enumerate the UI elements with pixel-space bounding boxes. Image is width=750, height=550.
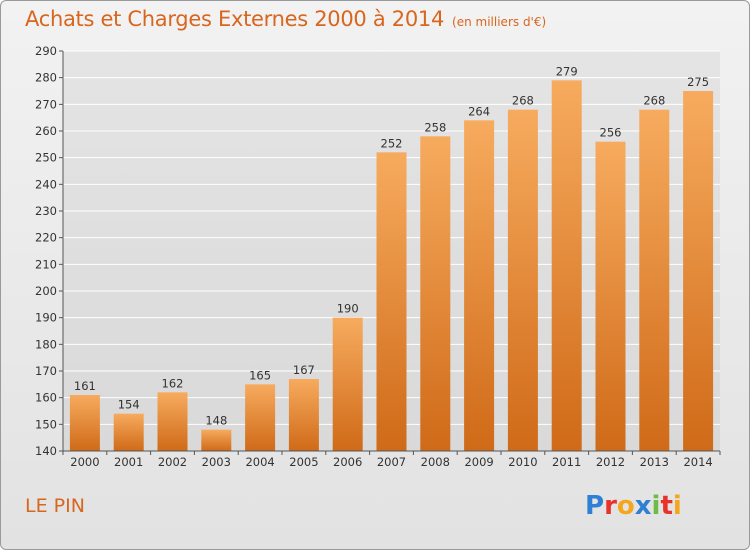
- x-tick-label: 2013: [640, 455, 669, 469]
- data-label: 161: [74, 379, 96, 393]
- y-tick-label: 170: [35, 364, 57, 378]
- axes: [62, 51, 720, 452]
- logo-letter: r: [604, 491, 617, 521]
- data-labels: 161 154 162 148 165 167 190 252 258 264 268 279 256 2…: [74, 64, 709, 427]
- x-tick-label: 2012: [596, 455, 625, 469]
- x-tick-label: 2009: [464, 455, 493, 469]
- y-tick-label: 160: [35, 391, 57, 405]
- y-tick-label: 250: [35, 151, 57, 165]
- y-tick-label: 260: [35, 124, 57, 138]
- data-label: 154: [118, 398, 140, 412]
- bar: [595, 141, 626, 451]
- data-label: 268: [643, 94, 665, 108]
- data-label: 275: [687, 75, 709, 89]
- bar: [551, 80, 582, 451]
- logo-letter: i: [672, 491, 682, 521]
- y-tick-labels: 140 150 160 170 180 190 200 210 220 230 240 250 260 2…: [35, 44, 57, 458]
- y-tick-label: 210: [35, 257, 57, 271]
- logo-letter: P: [585, 491, 605, 521]
- x-tick-label: 2010: [508, 455, 537, 469]
- x-tick-label: 2003: [202, 455, 231, 469]
- y-tick-label: 200: [35, 284, 57, 298]
- bar: [507, 109, 538, 452]
- chart-subtitle: (en milliers d'€): [452, 15, 547, 29]
- bar: [376, 152, 407, 452]
- data-label: 190: [337, 302, 359, 316]
- x-tick-label: 2000: [70, 455, 99, 469]
- bar: [288, 379, 319, 451]
- logo-letter: i: [651, 491, 661, 521]
- bar: [420, 136, 451, 452]
- bar: [69, 395, 100, 451]
- data-label: 252: [381, 136, 403, 150]
- data-label: 148: [205, 414, 227, 428]
- y-tick-label: 280: [35, 71, 57, 85]
- y-tick-label: 270: [35, 97, 57, 111]
- bar: [245, 384, 276, 451]
- y-tick-label: 140: [35, 444, 57, 458]
- bar: [201, 429, 232, 451]
- bar: [113, 413, 144, 451]
- bars: [69, 80, 714, 452]
- x-tick-label: 2014: [683, 455, 712, 469]
- x-tick-labels: 2000 2001 2002 2003 2004 2005 2006 2007 2008 2009…: [62, 451, 721, 469]
- data-label: 162: [162, 376, 184, 390]
- data-label: 165: [249, 368, 271, 382]
- bar: [464, 120, 495, 451]
- bar: [332, 317, 363, 451]
- x-tick-label: 2004: [245, 455, 274, 469]
- x-tick-label: 2006: [333, 455, 362, 469]
- data-label: 268: [512, 94, 534, 108]
- x-tick-label: 2001: [114, 455, 143, 469]
- logo-letter: x: [634, 491, 652, 521]
- data-label: 279: [556, 64, 578, 78]
- data-label: 167: [293, 363, 315, 377]
- x-tick-label: 2005: [289, 455, 318, 469]
- data-label: 256: [600, 126, 622, 140]
- y-tick-label: 180: [35, 337, 57, 351]
- logo-letter: t: [660, 491, 673, 521]
- chart-title: Achats et Charges Externes 2000 à 2014 (e…: [25, 7, 546, 31]
- bar: [157, 392, 188, 451]
- proxiti-logo: Proxiti: [585, 491, 682, 521]
- y-tick-label: 190: [35, 311, 57, 325]
- place-name: LE PIN: [25, 495, 85, 517]
- bar: [639, 109, 670, 452]
- y-tick-label: 230: [35, 204, 57, 218]
- x-tick-label: 2007: [377, 455, 406, 469]
- data-label: 264: [468, 104, 490, 118]
- y-tick-label: 290: [35, 44, 57, 58]
- x-tick-label: 2011: [552, 455, 581, 469]
- data-label: 258: [424, 120, 446, 134]
- y-tick-label: 220: [35, 231, 57, 245]
- x-tick-label: 2008: [421, 455, 450, 469]
- bar: [683, 91, 714, 451]
- y-tick-label: 150: [35, 417, 57, 431]
- x-tick-label: 2002: [158, 455, 187, 469]
- chart-title-text: Achats et Charges Externes 2000 à 2014: [25, 7, 445, 31]
- y-tick-label: 240: [35, 177, 57, 191]
- logo-letter: o: [616, 491, 635, 521]
